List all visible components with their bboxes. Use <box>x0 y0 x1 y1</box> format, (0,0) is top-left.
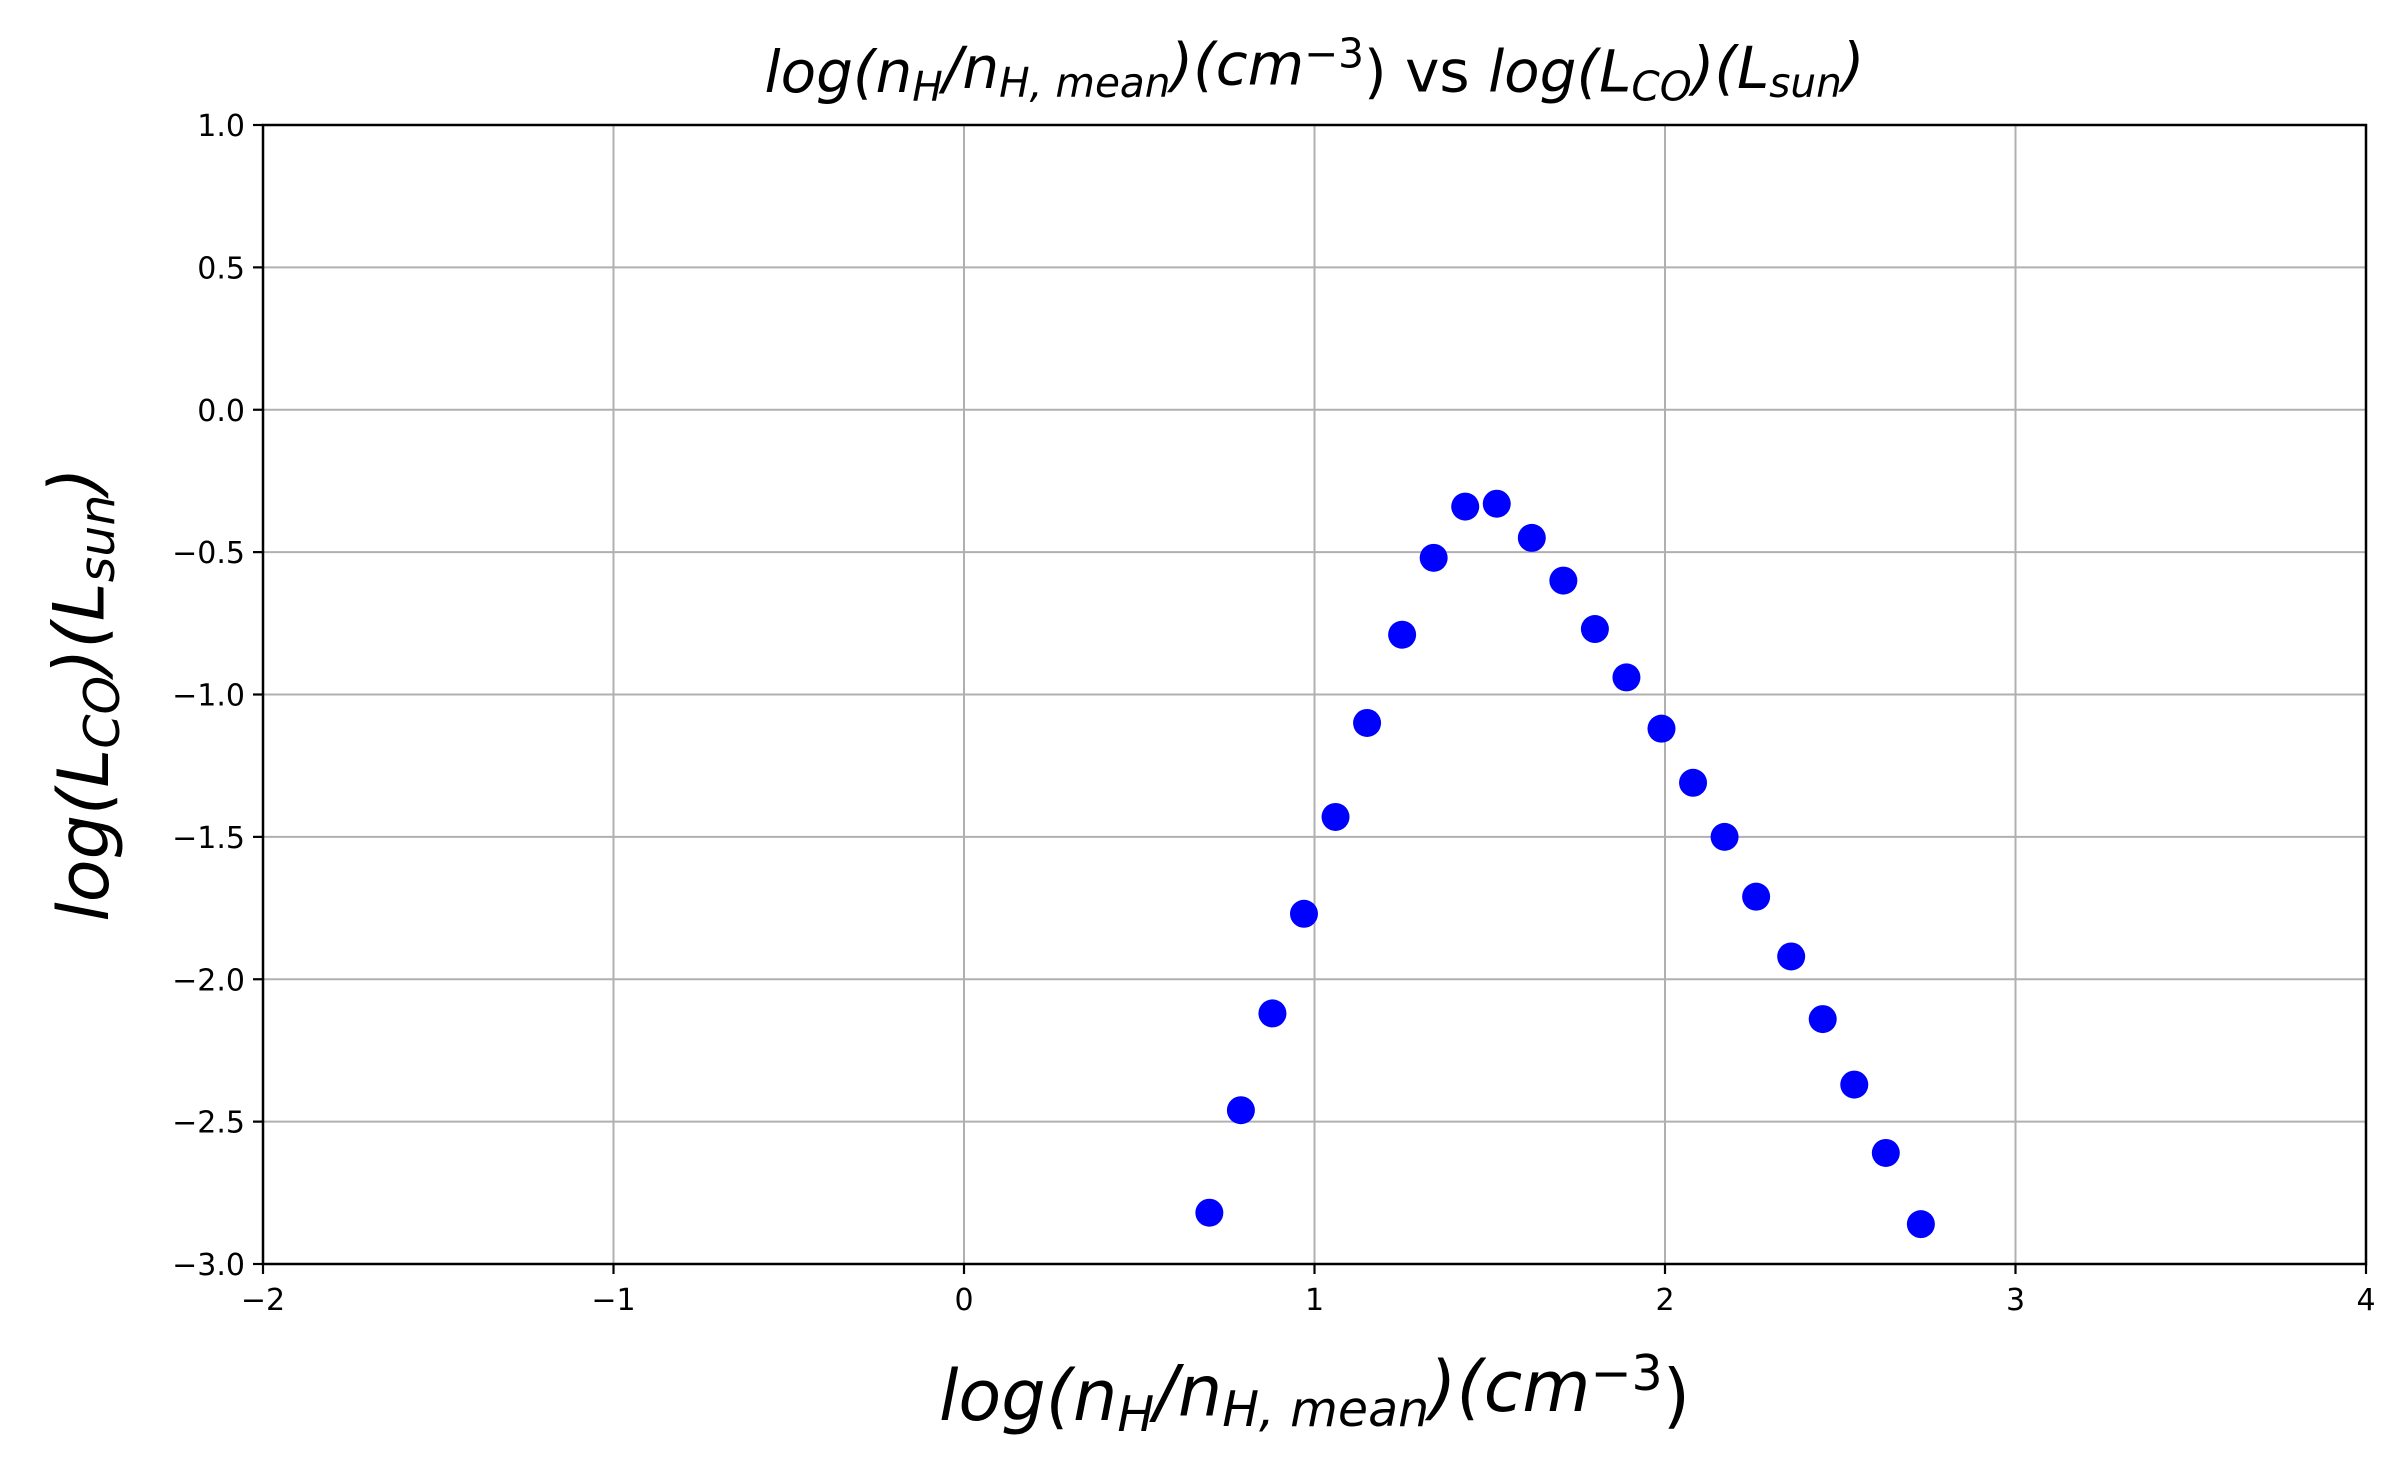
axis-ticks: −2 −1 0 1 2 3 4 −3.0 −2.5 −2.0 −1.5 −1.0 −0.5 0.0 0.5 1… <box>172 109 2375 1318</box>
data-point <box>1580 615 1609 644</box>
y-tick-label: −2.0 <box>172 963 245 998</box>
data-point <box>1451 492 1480 521</box>
y-tick-label: 1.0 <box>197 109 245 144</box>
data-point <box>1321 802 1350 831</box>
x-tick-label: −2 <box>241 1283 285 1318</box>
data-point <box>1808 1005 1837 1034</box>
data-point <box>1710 822 1739 851</box>
x-tick-label: 1 <box>1305 1283 1324 1318</box>
x-tick-label: 3 <box>2006 1283 2025 1318</box>
data-point <box>1679 768 1708 797</box>
data-point <box>1226 1096 1255 1125</box>
y-tick-label: −3.0 <box>172 1248 245 1283</box>
data-point <box>1871 1138 1900 1167</box>
data-point <box>1195 1198 1224 1227</box>
data-point <box>1647 714 1676 743</box>
y-tick-label: −2.5 <box>172 1106 245 1141</box>
y-tick-label: 0.0 <box>197 394 245 429</box>
y-tick-label: −1.5 <box>172 821 245 856</box>
y-tick-label: 0.5 <box>197 251 245 286</box>
data-point <box>1289 899 1318 928</box>
data-point <box>1742 882 1771 911</box>
data-point <box>1612 663 1641 692</box>
y-tick-label: −1.0 <box>172 679 245 714</box>
chart-title: log(nH/nH, mean)(cm−3) vs log(LCO)(Lsun) <box>764 29 1864 111</box>
data-points <box>1195 489 1935 1239</box>
x-axis-label: log(nH/nH, mean)(cm−3) <box>939 1345 1690 1443</box>
x-tick-label: 0 <box>954 1283 973 1318</box>
x-tick-label: 2 <box>1655 1283 1674 1318</box>
data-point <box>1353 708 1382 737</box>
grid-lines <box>262 124 2367 1265</box>
data-point <box>1517 523 1546 552</box>
y-axis-label: log(LCO)(Lsun) <box>34 467 131 921</box>
y-tick-label: −0.5 <box>172 536 245 571</box>
data-point <box>1906 1210 1935 1239</box>
data-point <box>1482 489 1511 518</box>
data-point <box>1777 942 1806 971</box>
data-point <box>1388 620 1417 649</box>
data-point <box>1258 999 1287 1028</box>
x-tick-label: −1 <box>591 1283 635 1318</box>
data-point <box>1840 1070 1869 1099</box>
x-tick-label: 4 <box>2356 1283 2375 1318</box>
data-point <box>1549 566 1578 595</box>
data-point <box>1419 543 1448 572</box>
